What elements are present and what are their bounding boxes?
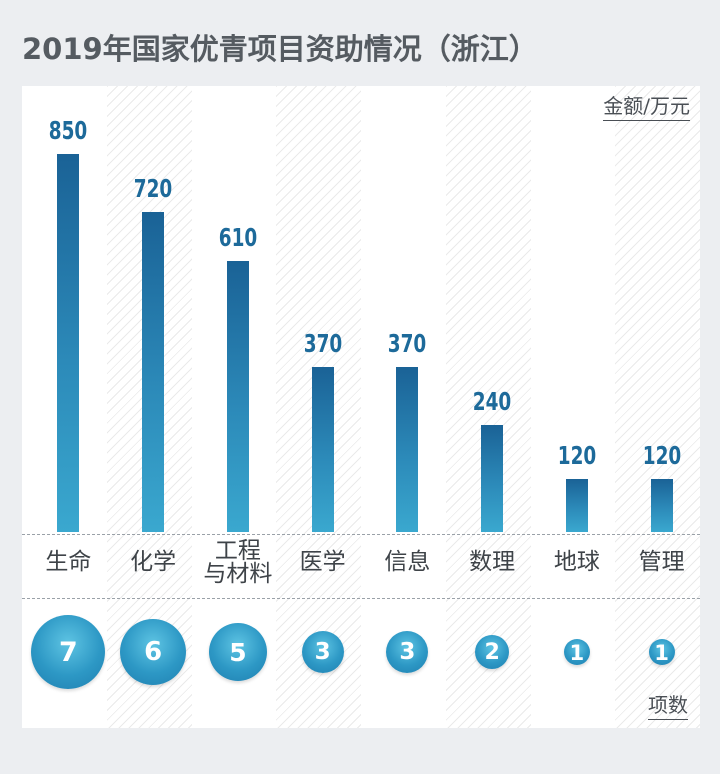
count-bubble: 3 <box>386 631 429 673</box>
count-axis-label: 项数 <box>648 689 688 720</box>
bar-6 <box>565 478 588 532</box>
bar-7 <box>650 478 673 532</box>
category-label: 化学 <box>130 549 177 575</box>
bar-2 <box>226 260 249 532</box>
bar-value-label: 120 <box>557 440 597 470</box>
chart-title: 2019年国家优青项目资助情况（浙江） <box>22 32 538 66</box>
count-bubble: 6 <box>120 619 187 685</box>
category-label: 信息 <box>384 549 431 575</box>
bar-value-label: 610 <box>218 222 258 252</box>
bar-value-label: 240 <box>472 387 512 417</box>
y-axis-unit-label: 金额/万元 <box>603 90 690 121</box>
count-bubble: 2 <box>475 635 510 669</box>
category-label: 医学 <box>299 549 346 575</box>
bar-3 <box>311 367 334 532</box>
bar-0 <box>57 154 80 532</box>
category-label: 生命 <box>45 549 92 575</box>
category-label: 地球 <box>553 549 600 575</box>
bar-1 <box>142 211 165 532</box>
bar-value-label: 370 <box>388 329 427 359</box>
count-bubble: 7 <box>31 615 106 689</box>
bar-value-label: 720 <box>133 173 173 203</box>
count-bubble: 1 <box>648 639 675 665</box>
baseline-divider <box>22 534 700 535</box>
bar-value-label: 120 <box>642 440 681 470</box>
chart-panel: 金额/万元 项数 850 生命 7 720 化学 6 610 工程 与材料 5 370 医学 3 370 信… <box>22 86 700 728</box>
count-bubble: 3 <box>301 631 344 673</box>
count-row-divider <box>22 598 700 599</box>
count-bubble: 1 <box>563 639 590 665</box>
category-label: 管理 <box>638 549 685 575</box>
category-label: 数理 <box>469 549 516 575</box>
column-stripe <box>445 86 531 728</box>
category-label: 工程 与材料 <box>203 538 273 587</box>
count-bubble: 5 <box>208 623 267 681</box>
bar-value-label: 370 <box>303 329 342 359</box>
bar-5 <box>481 425 504 532</box>
bar-value-label: 850 <box>49 116 88 145</box>
bar-4 <box>396 367 419 532</box>
column-stripe <box>615 86 700 728</box>
